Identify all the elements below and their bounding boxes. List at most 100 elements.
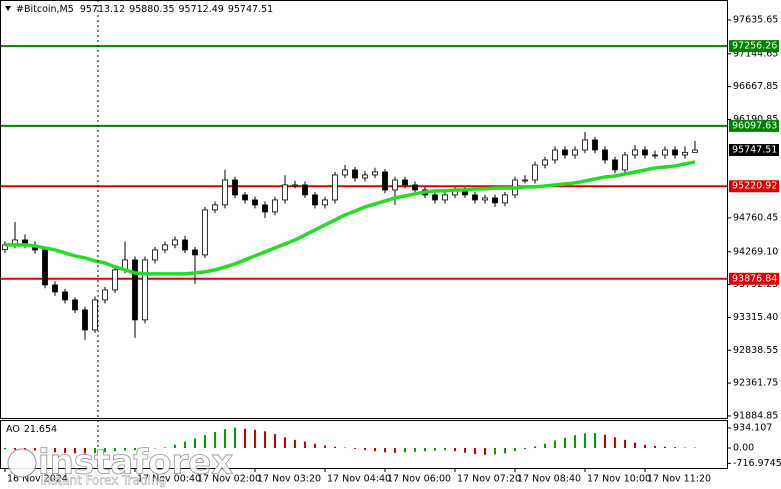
indicator-value: 21.654 [24,424,57,435]
candle-body [162,244,168,251]
ao-pane-frame [0,420,728,469]
candle-body [202,209,208,256]
y-tick-label: 92838.55 [733,345,778,356]
candle-body [82,309,88,331]
x-tick-label: 16 Nov 2024 [7,474,68,485]
candle-body [672,149,678,156]
y-tick-label: 94269.10 [733,246,778,257]
level-label-box [729,119,779,132]
candle-body [242,194,248,201]
candle-body [502,194,508,204]
candle-body [172,239,178,246]
x-tick-label: 17 Nov 11:20 [647,474,711,485]
candle-body [272,199,278,213]
y-tick-label: 94760.45 [733,212,778,223]
candle-body [262,204,268,213]
candle-body [572,149,578,156]
candle-body [352,169,358,179]
candle-body [102,289,108,301]
candle-body [92,299,98,331]
x-tick-label: 17 Nov 04:40 [327,474,391,485]
candle-body [382,171,388,191]
candle-body [442,194,448,201]
menu-arrow [5,6,11,11]
candle-body [282,184,288,201]
moving-average [5,160,696,276]
open-value: 95713.12 [80,4,125,15]
x-tick-label: 17 Nov 06:00 [387,474,451,485]
level-label-box [729,180,779,193]
watermark-logo [7,448,37,478]
indicator-header: AO 21.654 [6,424,57,435]
x-tick-label: 17 Nov 03:20 [257,474,321,485]
candle-body [322,199,328,206]
candle-body [182,239,188,251]
ao-tick-label: 934.107 [733,423,772,434]
candle-body [582,139,588,151]
candle-body [362,174,368,179]
candle-body [592,139,598,151]
chart-header: #Bitcoin,M5 95713.12 95880.35 95712.49 95747… [16,4,273,15]
current-price-label: 95747.51 [732,144,777,155]
candle-body [612,159,618,171]
candle-body [532,164,538,181]
y-tick-label: 97635.65 [733,14,778,25]
candle-body [302,184,308,196]
watermark-brand: instaforex [38,443,233,483]
candle-body [52,284,58,293]
symbol: #Bitcoin,M5 [16,4,74,15]
candle-body [292,184,298,187]
y-tick-label: 93315.40 [733,312,778,323]
x-tick-label: 17 Nov 02:00 [197,474,261,485]
price-pane-frame [0,0,728,419]
ao-tick-label: -716.9745 [733,458,781,469]
candle-body [152,249,158,261]
candle-body [412,184,418,191]
candle-body [472,194,478,201]
candle-body [542,159,548,166]
candle-body [482,197,488,201]
candle-body [252,199,258,206]
candle-body [492,197,498,204]
candle-body [342,169,348,176]
candle-body [432,194,438,201]
indicator-name: AO [6,424,20,435]
level-label-box [729,40,779,53]
overlay: 97256.26 96097.63 95220.92 93876.84 95747.51 [729,40,779,285]
candle-body [642,149,648,156]
candle-body [192,249,198,256]
candle-body [392,179,398,191]
candle-body [112,269,118,291]
candle-body [652,154,658,157]
x-tick-label: 17 Nov 00:40 [137,474,201,485]
candle-body [222,179,228,206]
candle-body [312,194,318,206]
level-label: 95220.92 [732,181,777,192]
candle-body [562,149,568,156]
candle-body [682,151,688,156]
candle-body [142,259,148,321]
candle-body [62,291,68,301]
candle-body [232,179,238,196]
ao-tick-label: 0.00 [733,443,754,454]
candle-body [602,149,608,161]
candle-body [632,149,638,156]
high-value: 95880.35 [129,4,174,15]
candle-body [552,149,558,161]
y-tick-label: 91884.85 [733,410,778,421]
x-tick-label: 17 Nov 08:40 [517,474,581,485]
current-price-box [729,143,779,156]
y-tick-label: 96190.85 [733,114,778,125]
candle-body [522,179,528,182]
x-tick-label: 17 Nov 07:20 [457,474,521,485]
low-value: 95712.49 [179,4,224,15]
y-tick-label: 96667.85 [733,81,778,92]
level-label: 96097.63 [732,120,777,131]
y-tick-label: 97144.65 [733,48,778,59]
watermark-tagline: Instant Forex Trading [40,474,166,488]
candle-body [332,174,338,201]
plot: 97635.65 97144.65 96667.85 96190.85 94760.45… [0,14,781,485]
candle-body [402,179,408,186]
